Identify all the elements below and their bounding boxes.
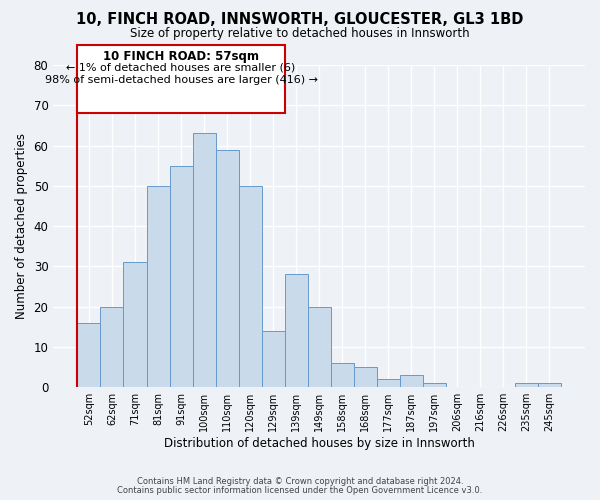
Bar: [331, 363, 353, 387]
Bar: [193, 134, 215, 387]
Text: Contains public sector information licensed under the Open Government Licence v3: Contains public sector information licen…: [118, 486, 482, 495]
Bar: [239, 186, 262, 387]
Bar: [353, 367, 377, 387]
Bar: [538, 383, 561, 387]
Bar: [100, 306, 124, 387]
Bar: [284, 274, 308, 387]
Text: ← 1% of detached houses are smaller (6): ← 1% of detached houses are smaller (6): [67, 62, 296, 72]
Bar: [262, 331, 284, 387]
Text: Contains HM Land Registry data © Crown copyright and database right 2024.: Contains HM Land Registry data © Crown c…: [137, 477, 463, 486]
Text: 10, FINCH ROAD, INNSWORTH, GLOUCESTER, GL3 1BD: 10, FINCH ROAD, INNSWORTH, GLOUCESTER, G…: [76, 12, 524, 28]
Bar: [308, 306, 331, 387]
Text: Size of property relative to detached houses in Innsworth: Size of property relative to detached ho…: [130, 28, 470, 40]
X-axis label: Distribution of detached houses by size in Innsworth: Distribution of detached houses by size …: [164, 437, 475, 450]
Bar: [377, 379, 400, 387]
Text: 10 FINCH ROAD: 57sqm: 10 FINCH ROAD: 57sqm: [103, 50, 259, 63]
Bar: [423, 383, 446, 387]
Bar: [124, 262, 146, 387]
Text: 98% of semi-detached houses are larger (416) →: 98% of semi-detached houses are larger (…: [44, 75, 317, 85]
Bar: [170, 166, 193, 387]
Bar: [77, 323, 100, 387]
Bar: [215, 150, 239, 387]
Bar: [515, 383, 538, 387]
Bar: [400, 375, 423, 387]
Bar: [146, 186, 170, 387]
Y-axis label: Number of detached properties: Number of detached properties: [15, 133, 28, 319]
